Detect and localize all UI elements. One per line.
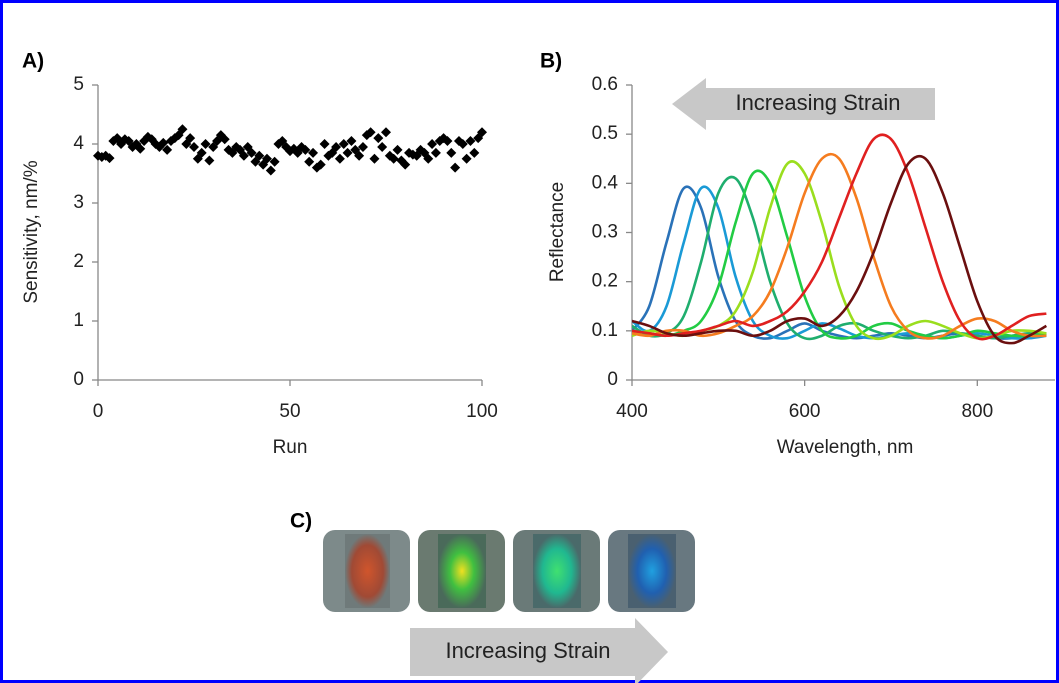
series-line <box>632 154 1048 345</box>
x-tick-label: 400 <box>616 401 648 422</box>
point <box>246 147 257 158</box>
point <box>446 147 457 158</box>
point <box>392 144 403 155</box>
point <box>400 159 411 170</box>
point <box>357 141 368 152</box>
point <box>162 144 173 155</box>
lines <box>632 133 1048 345</box>
series-line <box>632 169 1047 340</box>
photo-film <box>438 534 486 608</box>
point <box>308 147 319 158</box>
series-line <box>632 175 1047 341</box>
panel-label: C) <box>290 510 312 533</box>
point <box>304 156 315 167</box>
point <box>338 139 349 149</box>
point <box>465 136 476 147</box>
point <box>238 150 249 161</box>
annotation-arrow <box>672 78 935 130</box>
y-tick-label: 0.3 <box>592 222 618 243</box>
point <box>200 139 211 149</box>
y-tick-label: 3 <box>73 192 84 213</box>
point <box>346 136 357 147</box>
point <box>300 144 311 155</box>
x-tick-label: 50 <box>279 401 300 422</box>
y-tick-label: 4 <box>73 133 84 154</box>
y-tick-label: 5 <box>73 74 84 95</box>
point <box>219 134 230 145</box>
point <box>342 147 353 158</box>
panel-label: B) <box>540 50 562 73</box>
photo-film <box>628 534 676 608</box>
point <box>158 137 169 148</box>
point <box>265 165 276 176</box>
y-tick-label: 0.4 <box>592 172 619 193</box>
point <box>477 127 487 138</box>
point <box>373 133 384 144</box>
point <box>135 143 146 154</box>
photos <box>323 530 695 612</box>
point <box>450 162 461 173</box>
x-tick-label: 600 <box>789 401 821 422</box>
point <box>369 153 380 164</box>
point <box>319 139 330 149</box>
x-tick-label: 100 <box>466 401 498 422</box>
point <box>331 141 342 152</box>
point <box>354 150 365 161</box>
point <box>461 153 472 164</box>
annotation-arrow <box>410 618 668 683</box>
y-tick-label: 0.6 <box>592 74 618 95</box>
y-axis-title: Reflectance <box>547 182 568 282</box>
point <box>457 139 468 149</box>
y-tick-label: 0 <box>607 369 618 390</box>
x-tick-label: 0 <box>93 401 104 422</box>
point <box>365 127 376 138</box>
y-tick-label: 0.2 <box>592 271 618 292</box>
annotation: Increasing Strain <box>735 90 900 115</box>
point <box>269 156 280 167</box>
point <box>442 136 453 147</box>
point <box>381 127 391 138</box>
photo-film <box>533 534 581 608</box>
y-tick-label: 0 <box>73 369 84 390</box>
series-line <box>632 152 1047 340</box>
point <box>119 134 130 145</box>
point <box>204 155 215 166</box>
point <box>423 153 434 164</box>
panel-label: A) <box>22 50 44 73</box>
x-axis-title: Run <box>273 437 308 458</box>
x-tick-label: 800 <box>961 401 993 422</box>
point <box>261 153 272 164</box>
annotation: Increasing Strain <box>445 638 610 663</box>
point <box>334 153 345 164</box>
point <box>189 141 199 152</box>
point <box>185 133 196 144</box>
point <box>177 124 188 135</box>
point <box>469 147 480 158</box>
y-tick-label: 2 <box>73 251 84 272</box>
y-tick-label: 0.1 <box>592 320 618 341</box>
photo-film <box>345 534 390 608</box>
point <box>430 147 441 158</box>
series-line <box>632 133 1047 341</box>
y-tick-label: 1 <box>73 310 84 331</box>
point <box>315 159 326 170</box>
point <box>427 139 438 149</box>
y-axis-title: Sensitivity, nm/% <box>21 160 42 303</box>
point <box>196 147 207 158</box>
x-axis-title: Wavelength, nm <box>777 437 914 458</box>
series-line <box>632 185 1047 340</box>
y-tick-label: 0.5 <box>592 123 618 144</box>
point <box>104 153 115 164</box>
point <box>254 150 265 161</box>
point <box>377 141 388 152</box>
point <box>388 153 399 164</box>
